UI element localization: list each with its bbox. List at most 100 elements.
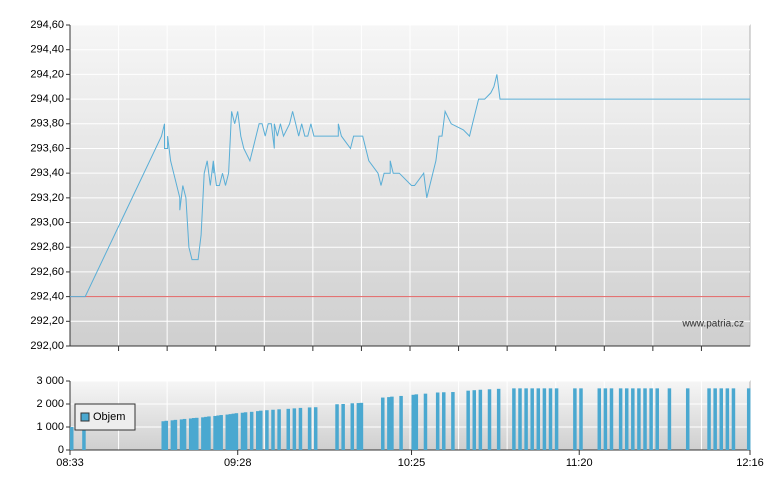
x-tick-label: 08:33 — [56, 457, 84, 469]
volume-bar — [201, 417, 205, 450]
y-tick-label: 292,20 — [30, 315, 64, 327]
volume-bar — [524, 388, 528, 450]
volume-bar — [649, 388, 653, 450]
x-tick-label: 09:28 — [224, 457, 252, 469]
volume-bar — [381, 397, 385, 450]
volume-bar — [228, 414, 233, 450]
volume-bar — [387, 397, 391, 450]
volume-bar — [243, 412, 248, 450]
y-tick-label: 293,80 — [30, 118, 64, 130]
volume-bar — [442, 392, 446, 450]
volume-bar — [667, 388, 672, 450]
volume-bar — [188, 418, 193, 450]
volume-bar — [655, 388, 659, 450]
y-tick-label: 2 000 — [36, 398, 64, 410]
watermark: www.patria.cz — [681, 319, 744, 330]
volume-bar — [423, 393, 428, 450]
volume-bar — [182, 418, 187, 450]
volume-bar — [530, 388, 534, 450]
x-tick-label: 10:25 — [398, 457, 426, 469]
volume-bar — [161, 421, 165, 450]
volume-bar — [472, 390, 477, 450]
volume-bar — [451, 392, 455, 450]
volume-bar — [350, 403, 355, 450]
volume-bar — [265, 410, 269, 450]
volume-bar — [341, 404, 345, 450]
volume-bar — [512, 388, 516, 450]
y-tick-label: 292,60 — [30, 266, 64, 278]
volume-bar — [286, 408, 291, 450]
volume-bar — [554, 388, 559, 450]
volume-bar — [542, 388, 547, 450]
y-tick-label: 293,40 — [30, 167, 64, 179]
volume-bar — [249, 411, 254, 450]
volume-bar — [631, 388, 635, 450]
volume-bar — [746, 388, 751, 450]
volume-bar — [213, 415, 217, 450]
volume-bar — [466, 390, 470, 450]
volume-bar — [435, 392, 440, 450]
volume-bar — [356, 403, 361, 450]
volume-bar — [637, 388, 641, 450]
volume-bar — [271, 409, 275, 450]
volume-bar — [707, 388, 711, 450]
y-tick-label: 292,80 — [30, 241, 64, 253]
volume-bar — [478, 389, 483, 450]
legend-swatch — [80, 412, 90, 422]
volume-bar — [231, 413, 236, 450]
volume-bar — [234, 413, 239, 450]
legend-label: Objem — [93, 411, 125, 423]
volume-bar — [216, 415, 220, 450]
volume-bar — [298, 407, 303, 450]
price-line — [70, 74, 750, 298]
y-tick-label: 0 — [58, 444, 64, 456]
volume-bar — [713, 388, 717, 450]
volume-bar — [207, 416, 211, 450]
volume-bar — [170, 420, 175, 450]
volume-bar — [573, 388, 577, 450]
volume-bar — [685, 388, 690, 450]
volume-bar — [191, 418, 196, 450]
volume-bar — [219, 415, 223, 450]
x-tick-label: 12:16 — [736, 457, 764, 469]
volume-bar — [411, 394, 416, 450]
volume-bar — [597, 388, 602, 450]
volume-bar — [579, 388, 583, 450]
volume-bar — [496, 388, 501, 450]
volume-bar — [518, 388, 522, 450]
y-tick-label: 294,00 — [30, 93, 64, 105]
volume-bar — [359, 402, 364, 450]
volume-bar — [225, 414, 230, 450]
volume-bar — [204, 416, 208, 450]
volume-bar — [277, 409, 281, 450]
y-tick-label: 294,60 — [30, 19, 64, 31]
y-tick-label: 292,00 — [30, 340, 64, 352]
volume-bar — [643, 388, 647, 450]
volume-bar — [731, 388, 736, 450]
y-tick-label: 293,00 — [30, 216, 64, 228]
y-tick-label: 292,40 — [30, 291, 64, 303]
volume-bar — [624, 388, 629, 450]
volume-bar — [164, 420, 169, 450]
volume-bar — [240, 412, 245, 450]
y-tick-label: 1 000 — [36, 421, 64, 433]
volume-bar — [70, 427, 74, 450]
volume-bar — [609, 388, 614, 450]
volume-bar — [335, 404, 339, 450]
volume-bar — [256, 411, 260, 450]
y-tick-label: 293,20 — [30, 192, 64, 204]
y-tick-label: 293,60 — [30, 142, 64, 154]
volume-bar — [292, 408, 297, 450]
volume-bar — [536, 388, 541, 450]
volume-bar — [548, 388, 553, 450]
volume-bar — [82, 425, 86, 450]
volume-bar — [618, 388, 623, 450]
volume-bar — [719, 388, 724, 450]
volume-bar — [390, 396, 394, 450]
y-tick-label: 294,20 — [30, 68, 64, 80]
volume-bar — [195, 417, 199, 450]
volume-bar — [259, 410, 263, 450]
volume-bar — [179, 419, 184, 450]
volume-bar — [173, 419, 178, 450]
